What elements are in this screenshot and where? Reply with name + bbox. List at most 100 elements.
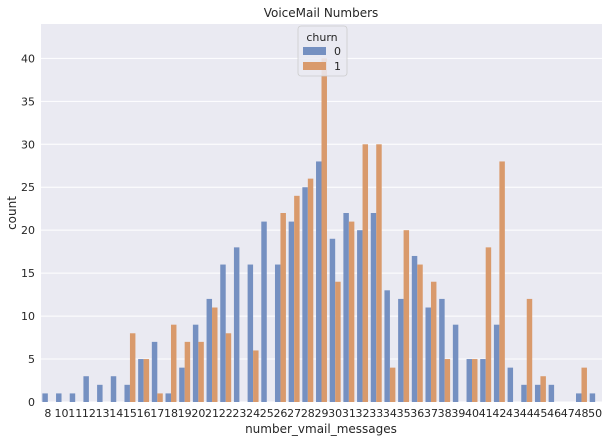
x-tick-label: 27 <box>287 407 301 420</box>
bar-churn-1-37 <box>430 281 437 402</box>
legend-swatch-1 <box>303 62 326 70</box>
x-tick-label: 34 <box>383 407 397 420</box>
bar-churn-1-19 <box>184 341 191 402</box>
bar-churn-1-34 <box>389 367 396 402</box>
bar-churn-0-16 <box>138 359 144 402</box>
bar-churn-1-15 <box>129 333 136 402</box>
x-tick-label: 26 <box>273 407 287 420</box>
y-tick-label: 20 <box>21 224 35 237</box>
bar-churn-0-50 <box>589 393 596 402</box>
bar-churn-1-41 <box>485 247 492 402</box>
x-tick-label: 30 <box>328 407 342 420</box>
legend: churn 0 1 <box>297 25 348 77</box>
x-tick-label: 21 <box>205 407 219 420</box>
bar-churn-1-38 <box>444 359 451 402</box>
x-tick-label: 28 <box>301 407 315 420</box>
bar-churn-1-18 <box>170 324 177 402</box>
bar-churn-0-35 <box>398 298 404 402</box>
x-tick-label: 42 <box>492 407 506 420</box>
x-axis-label: number_vmail_messages <box>245 422 397 436</box>
x-tick-label: 12 <box>82 407 96 420</box>
bar-churn-0-10 <box>56 393 62 402</box>
bar-churn-1-42 <box>499 161 505 402</box>
x-axis-ticks: 8 10 11 12 13 14 15 16 17 18 19 20 21 22 23 24 25 26 27 28 2… <box>44 407 602 420</box>
y-axis-ticks: 0 5 10 15 20 25 30 35 40 <box>21 52 35 409</box>
bar-churn-1-22 <box>225 333 232 402</box>
y-axis-label: count <box>5 196 19 230</box>
bar-churn-0-23 <box>233 247 240 402</box>
bar-churn-0-45 <box>534 384 541 402</box>
bar-churn-0-41 <box>480 359 486 402</box>
x-tick-label: 14 <box>109 407 123 420</box>
bar-churn-0-37 <box>425 307 431 402</box>
y-tick-label: 40 <box>21 52 35 65</box>
x-tick-label: 48 <box>574 407 588 420</box>
bar-churn-0-14 <box>110 376 117 402</box>
x-tick-label: 25 <box>260 407 274 420</box>
bar-churn-0-15 <box>124 384 130 402</box>
bar-churn-0-8 <box>42 393 48 402</box>
x-tick-label: 46 <box>547 407 561 420</box>
bar-churn-0-26 <box>274 264 281 402</box>
bar-churn-0-46 <box>548 384 555 402</box>
bar-churn-0-17 <box>151 341 158 402</box>
legend-swatch-0 <box>303 47 326 55</box>
y-tick-label: 10 <box>21 310 35 323</box>
bar-churn-0-34 <box>384 290 390 402</box>
x-tick-label: 23 <box>232 407 246 420</box>
bar-churn-1-30 <box>335 281 341 402</box>
bar-churn-0-43 <box>507 367 514 402</box>
bar-churn-0-21 <box>206 298 213 402</box>
bar-churn-0-25 <box>261 221 267 402</box>
bar-churn-1-28 <box>307 178 314 402</box>
bar-churn-1-29 <box>321 58 327 402</box>
x-tick-label: 40 <box>465 407 479 420</box>
bar-churn-1-44 <box>526 298 533 402</box>
x-tick-label: 11 <box>68 407 82 420</box>
y-tick-label: 35 <box>21 95 35 108</box>
x-tick-label: 24 <box>246 407 260 420</box>
x-tick-label: 37 <box>424 407 438 420</box>
bar-churn-1-31 <box>348 221 355 402</box>
x-tick-label: 22 <box>219 407 233 420</box>
bar-churn-0-48 <box>576 393 582 402</box>
chart-title: VoiceMail Numbers <box>264 6 379 20</box>
x-tick-label: 36 <box>410 407 424 420</box>
x-tick-label: 8 <box>44 407 51 420</box>
bar-churn-1-21 <box>212 307 218 402</box>
bar-churn-0-19 <box>179 367 185 402</box>
x-tick-label: 32 <box>356 407 370 420</box>
x-tick-label: 19 <box>178 407 192 420</box>
bar-churn-0-38 <box>439 298 445 402</box>
x-tick-label: 13 <box>96 407 110 420</box>
x-tick-label: 15 <box>123 407 137 420</box>
x-tick-label: 50 <box>588 407 602 420</box>
bars <box>42 58 596 403</box>
bar-churn-1-20 <box>198 341 204 402</box>
bar-churn-0-11 <box>69 393 76 402</box>
x-tick-label: 43 <box>506 407 520 420</box>
x-tick-label: 39 <box>451 407 465 420</box>
x-tick-label: 20 <box>191 407 205 420</box>
bar-churn-0-44 <box>521 384 527 402</box>
bar-churn-0-42 <box>493 324 500 402</box>
bar-churn-0-36 <box>411 255 418 402</box>
bar-churn-1-33 <box>376 144 382 403</box>
y-tick-label: 30 <box>21 138 35 151</box>
x-tick-label: 18 <box>164 407 178 420</box>
x-tick-label: 45 <box>533 407 547 420</box>
bar-churn-1-40 <box>472 359 478 402</box>
legend-label-1: 1 <box>334 60 341 73</box>
bar-churn-0-24 <box>247 264 254 402</box>
bar-churn-0-29 <box>316 161 322 402</box>
bar-churn-1-32 <box>362 144 369 403</box>
bar-churn-1-26 <box>280 213 286 402</box>
bar-churn-1-36 <box>417 264 423 402</box>
bar-churn-0-18 <box>165 393 171 402</box>
bar-churn-1-45 <box>540 376 546 402</box>
x-tick-label: 29 <box>315 407 329 420</box>
bar-churn-0-28 <box>302 187 308 402</box>
bar-churn-0-39 <box>452 324 459 402</box>
bar-churn-0-31 <box>343 213 349 402</box>
bar-churn-1-24 <box>253 350 259 402</box>
